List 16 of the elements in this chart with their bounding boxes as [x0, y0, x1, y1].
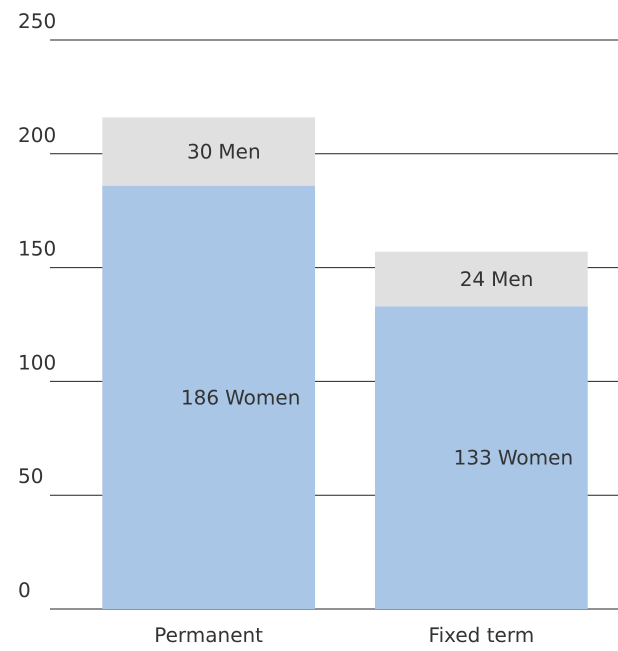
- y-tick-label: 0: [18, 578, 31, 602]
- y-tick-label: 100: [18, 350, 56, 374]
- data-label: 24: [460, 266, 486, 291]
- y-tick-label: 50: [18, 464, 44, 488]
- y-tick-label: 150: [18, 236, 56, 261]
- x-tick-label: Fixed term: [428, 623, 534, 647]
- y-tick-label: 250: [18, 9, 56, 33]
- x-tick-label: Permanent: [154, 623, 264, 647]
- data-label: 186: [180, 385, 220, 410]
- data-label: 30: [186, 140, 212, 164]
- series-label: Men: [491, 266, 534, 291]
- data-label: 133: [454, 446, 492, 470]
- series-label: Women: [225, 385, 300, 410]
- text: Men: [218, 140, 261, 164]
- y-tick-label: 200: [18, 122, 56, 147]
- text: Women: [498, 446, 574, 470]
